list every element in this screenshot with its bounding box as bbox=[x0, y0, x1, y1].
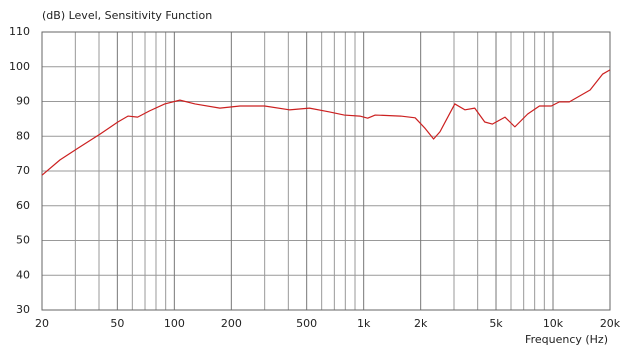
y-tick-label: 40 bbox=[16, 268, 30, 281]
x-tick-label: 10k bbox=[543, 317, 564, 330]
chart-title: (dB) Level, Sensitivity Function bbox=[42, 9, 212, 22]
y-tick-label: 70 bbox=[16, 164, 30, 177]
y-tick-label: 60 bbox=[16, 199, 30, 212]
x-tick-label: 100 bbox=[164, 317, 185, 330]
y-tick-label: 30 bbox=[16, 303, 30, 316]
x-axis-label: Frequency (Hz) bbox=[525, 333, 608, 346]
y-tick-label: 110 bbox=[9, 25, 30, 38]
y-tick-label: 80 bbox=[16, 129, 30, 142]
y-tick-label: 100 bbox=[9, 60, 30, 73]
y-tick-label: 90 bbox=[16, 95, 30, 108]
x-tick-label: 5k bbox=[489, 317, 503, 330]
line-series bbox=[41, 69, 611, 176]
x-tick-label: 2k bbox=[414, 317, 428, 330]
y-tick-label: 50 bbox=[16, 234, 30, 247]
x-tick-label: 500 bbox=[296, 317, 317, 330]
x-tick-label: 20 bbox=[35, 317, 49, 330]
x-tick-label: 200 bbox=[221, 317, 242, 330]
x-tick-label: 1k bbox=[357, 317, 371, 330]
plot-frame bbox=[41, 31, 611, 311]
x-tick-label: 50 bbox=[110, 317, 124, 330]
x-tick-label: 20k bbox=[600, 317, 621, 330]
